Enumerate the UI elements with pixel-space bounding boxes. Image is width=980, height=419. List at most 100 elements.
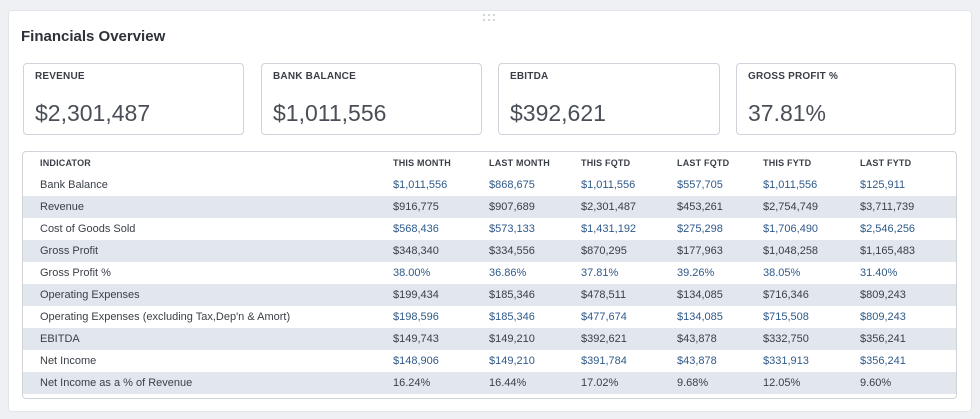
value-cell: $334,556 bbox=[489, 240, 581, 262]
page-title: Financials Overview bbox=[21, 28, 166, 45]
value-cell: $275,298 bbox=[677, 223, 723, 235]
value-cell: $453,261 bbox=[677, 196, 763, 218]
indicator-cell: Cost of Goods Sold bbox=[40, 223, 136, 235]
kpi-value: $1,011,556 bbox=[273, 100, 387, 126]
kpi-value: 37.81% bbox=[748, 100, 827, 126]
financials-panel: Financials Overview REVENUE $2,301,487 B… bbox=[8, 10, 972, 412]
value-cell: $809,243 bbox=[860, 284, 956, 306]
value-cell: 9.60% bbox=[860, 372, 956, 394]
table-row: Gross Profit % 38.00% 36.86% 37.81% 39.2… bbox=[23, 262, 956, 284]
value-cell: $149,743 bbox=[393, 328, 489, 350]
value-cell: $477,674 bbox=[581, 311, 627, 323]
kpi-label: BANK BALANCE bbox=[273, 71, 356, 82]
value-cell: $43,878 bbox=[677, 355, 717, 367]
indicator-cell: Operating Expenses bbox=[23, 284, 393, 306]
value-cell: $331,913 bbox=[763, 355, 809, 367]
value-cell: 36.86% bbox=[489, 267, 527, 279]
value-cell: $177,963 bbox=[677, 240, 763, 262]
table-row: Bank Balance $1,011,556 $868,675 $1,011,… bbox=[23, 174, 956, 196]
value-cell: 38.05% bbox=[763, 267, 801, 279]
value-cell: $870,295 bbox=[581, 240, 677, 262]
value-cell: $1,431,192 bbox=[581, 223, 637, 235]
table-row: Net Income $148,906 $149,210 $391,784 $4… bbox=[23, 350, 956, 372]
value-cell: $199,434 bbox=[393, 284, 489, 306]
kpi-value: $392,621 bbox=[510, 100, 606, 126]
table-row: Gross Profit $348,340 $334,556 $870,295 … bbox=[23, 240, 956, 262]
column-header[interactable]: THIS FQTD bbox=[581, 158, 631, 168]
value-cell: $332,750 bbox=[763, 328, 860, 350]
indicator-cell: Net Income as a % of Revenue bbox=[23, 372, 393, 394]
value-cell: $392,621 bbox=[581, 328, 677, 350]
value-cell: 16.24% bbox=[393, 372, 489, 394]
value-cell: 16.44% bbox=[489, 372, 581, 394]
value-cell: $907,689 bbox=[489, 196, 581, 218]
kpi-card-gross-profit-pct: GROSS PROFIT % 37.81% bbox=[736, 63, 956, 135]
indicator-cell: Revenue bbox=[23, 196, 393, 218]
kpi-value: $2,301,487 bbox=[35, 100, 151, 126]
value-cell: $149,210 bbox=[489, 355, 535, 367]
value-cell: $148,906 bbox=[393, 355, 439, 367]
table-row: Operating Expenses $199,434 $185,346 $47… bbox=[23, 284, 956, 306]
kpi-card-ebitda: EBITDA $392,621 bbox=[498, 63, 720, 135]
value-cell: 37.81% bbox=[581, 267, 619, 279]
column-header[interactable]: LAST FQTD bbox=[677, 158, 730, 168]
indicator-cell: Operating Expenses (excluding Tax,Dep'n … bbox=[40, 311, 291, 323]
column-header[interactable]: THIS MONTH bbox=[393, 158, 451, 168]
value-cell: $478,511 bbox=[581, 284, 677, 306]
value-cell: 17.02% bbox=[581, 372, 677, 394]
value-cell: 12.05% bbox=[763, 372, 860, 394]
value-cell: $916,775 bbox=[393, 196, 489, 218]
column-header[interactable]: LAST FYTD bbox=[860, 158, 912, 168]
value-cell: $2,754,749 bbox=[763, 196, 860, 218]
value-cell: $125,911 bbox=[860, 179, 906, 191]
value-cell: 31.40% bbox=[860, 267, 898, 279]
kpi-label: GROSS PROFIT % bbox=[748, 71, 839, 82]
value-cell: $2,301,487 bbox=[581, 196, 677, 218]
indicator-cell: Bank Balance bbox=[40, 179, 108, 191]
indicator-cell: Gross Profit bbox=[23, 240, 393, 262]
value-cell: $185,346 bbox=[489, 284, 581, 306]
table-row: Cost of Goods Sold $568,436 $573,133 $1,… bbox=[23, 218, 956, 240]
value-cell: $134,085 bbox=[677, 284, 763, 306]
column-header[interactable]: THIS FYTD bbox=[763, 158, 812, 168]
value-cell: $356,241 bbox=[860, 355, 906, 367]
value-cell: $1,165,483 bbox=[860, 240, 956, 262]
value-cell: $149,210 bbox=[489, 328, 581, 350]
column-header[interactable]: INDICATOR bbox=[40, 158, 91, 168]
drag-handle-icon[interactable] bbox=[483, 14, 497, 22]
kpi-label: REVENUE bbox=[35, 71, 85, 82]
column-header[interactable]: LAST MONTH bbox=[489, 158, 550, 168]
value-cell: $198,596 bbox=[393, 311, 439, 323]
value-cell: 9.68% bbox=[677, 372, 763, 394]
table-row: Net Income as a % of Revenue 16.24% 16.4… bbox=[23, 372, 956, 394]
value-cell: $1,011,556 bbox=[763, 179, 818, 191]
value-cell: 38.00% bbox=[393, 267, 431, 279]
value-cell: $348,340 bbox=[393, 240, 489, 262]
value-cell: $568,436 bbox=[393, 223, 439, 235]
value-cell: $2,546,256 bbox=[860, 223, 916, 235]
value-cell: $3,711,739 bbox=[860, 196, 956, 218]
table-row: Revenue $916,775 $907,689 $2,301,487 $45… bbox=[23, 196, 956, 218]
value-cell: $716,346 bbox=[763, 284, 860, 306]
value-cell: $1,048,258 bbox=[763, 240, 860, 262]
value-cell: $715,508 bbox=[763, 311, 809, 323]
value-cell: $185,346 bbox=[489, 311, 535, 323]
value-cell: $391,784 bbox=[581, 355, 627, 367]
value-cell: 39.26% bbox=[677, 267, 715, 279]
kpi-label: EBITDA bbox=[510, 71, 549, 82]
value-cell: $809,243 bbox=[860, 311, 906, 323]
value-cell: $557,705 bbox=[677, 179, 723, 191]
indicator-cell: Gross Profit % bbox=[40, 267, 111, 279]
kpi-card-bank-balance: BANK BALANCE $1,011,556 bbox=[261, 63, 482, 135]
value-cell: $573,133 bbox=[489, 223, 535, 235]
value-cell: $43,878 bbox=[677, 328, 763, 350]
value-cell: $868,675 bbox=[489, 179, 535, 191]
kpi-card-revenue: REVENUE $2,301,487 bbox=[23, 63, 244, 135]
indicators-table: INDICATOR THIS MONTH LAST MONTH THIS FQT… bbox=[22, 151, 957, 399]
indicator-cell: EBITDA bbox=[23, 328, 393, 350]
table-row: EBITDA $149,743 $149,210 $392,621 $43,87… bbox=[23, 328, 956, 350]
value-cell: $134,085 bbox=[677, 311, 723, 323]
table-row: Operating Expenses (excluding Tax,Dep'n … bbox=[23, 306, 956, 328]
indicator-cell: Net Income bbox=[40, 355, 97, 367]
table-header-row: INDICATOR THIS MONTH LAST MONTH THIS FQT… bbox=[23, 152, 956, 174]
